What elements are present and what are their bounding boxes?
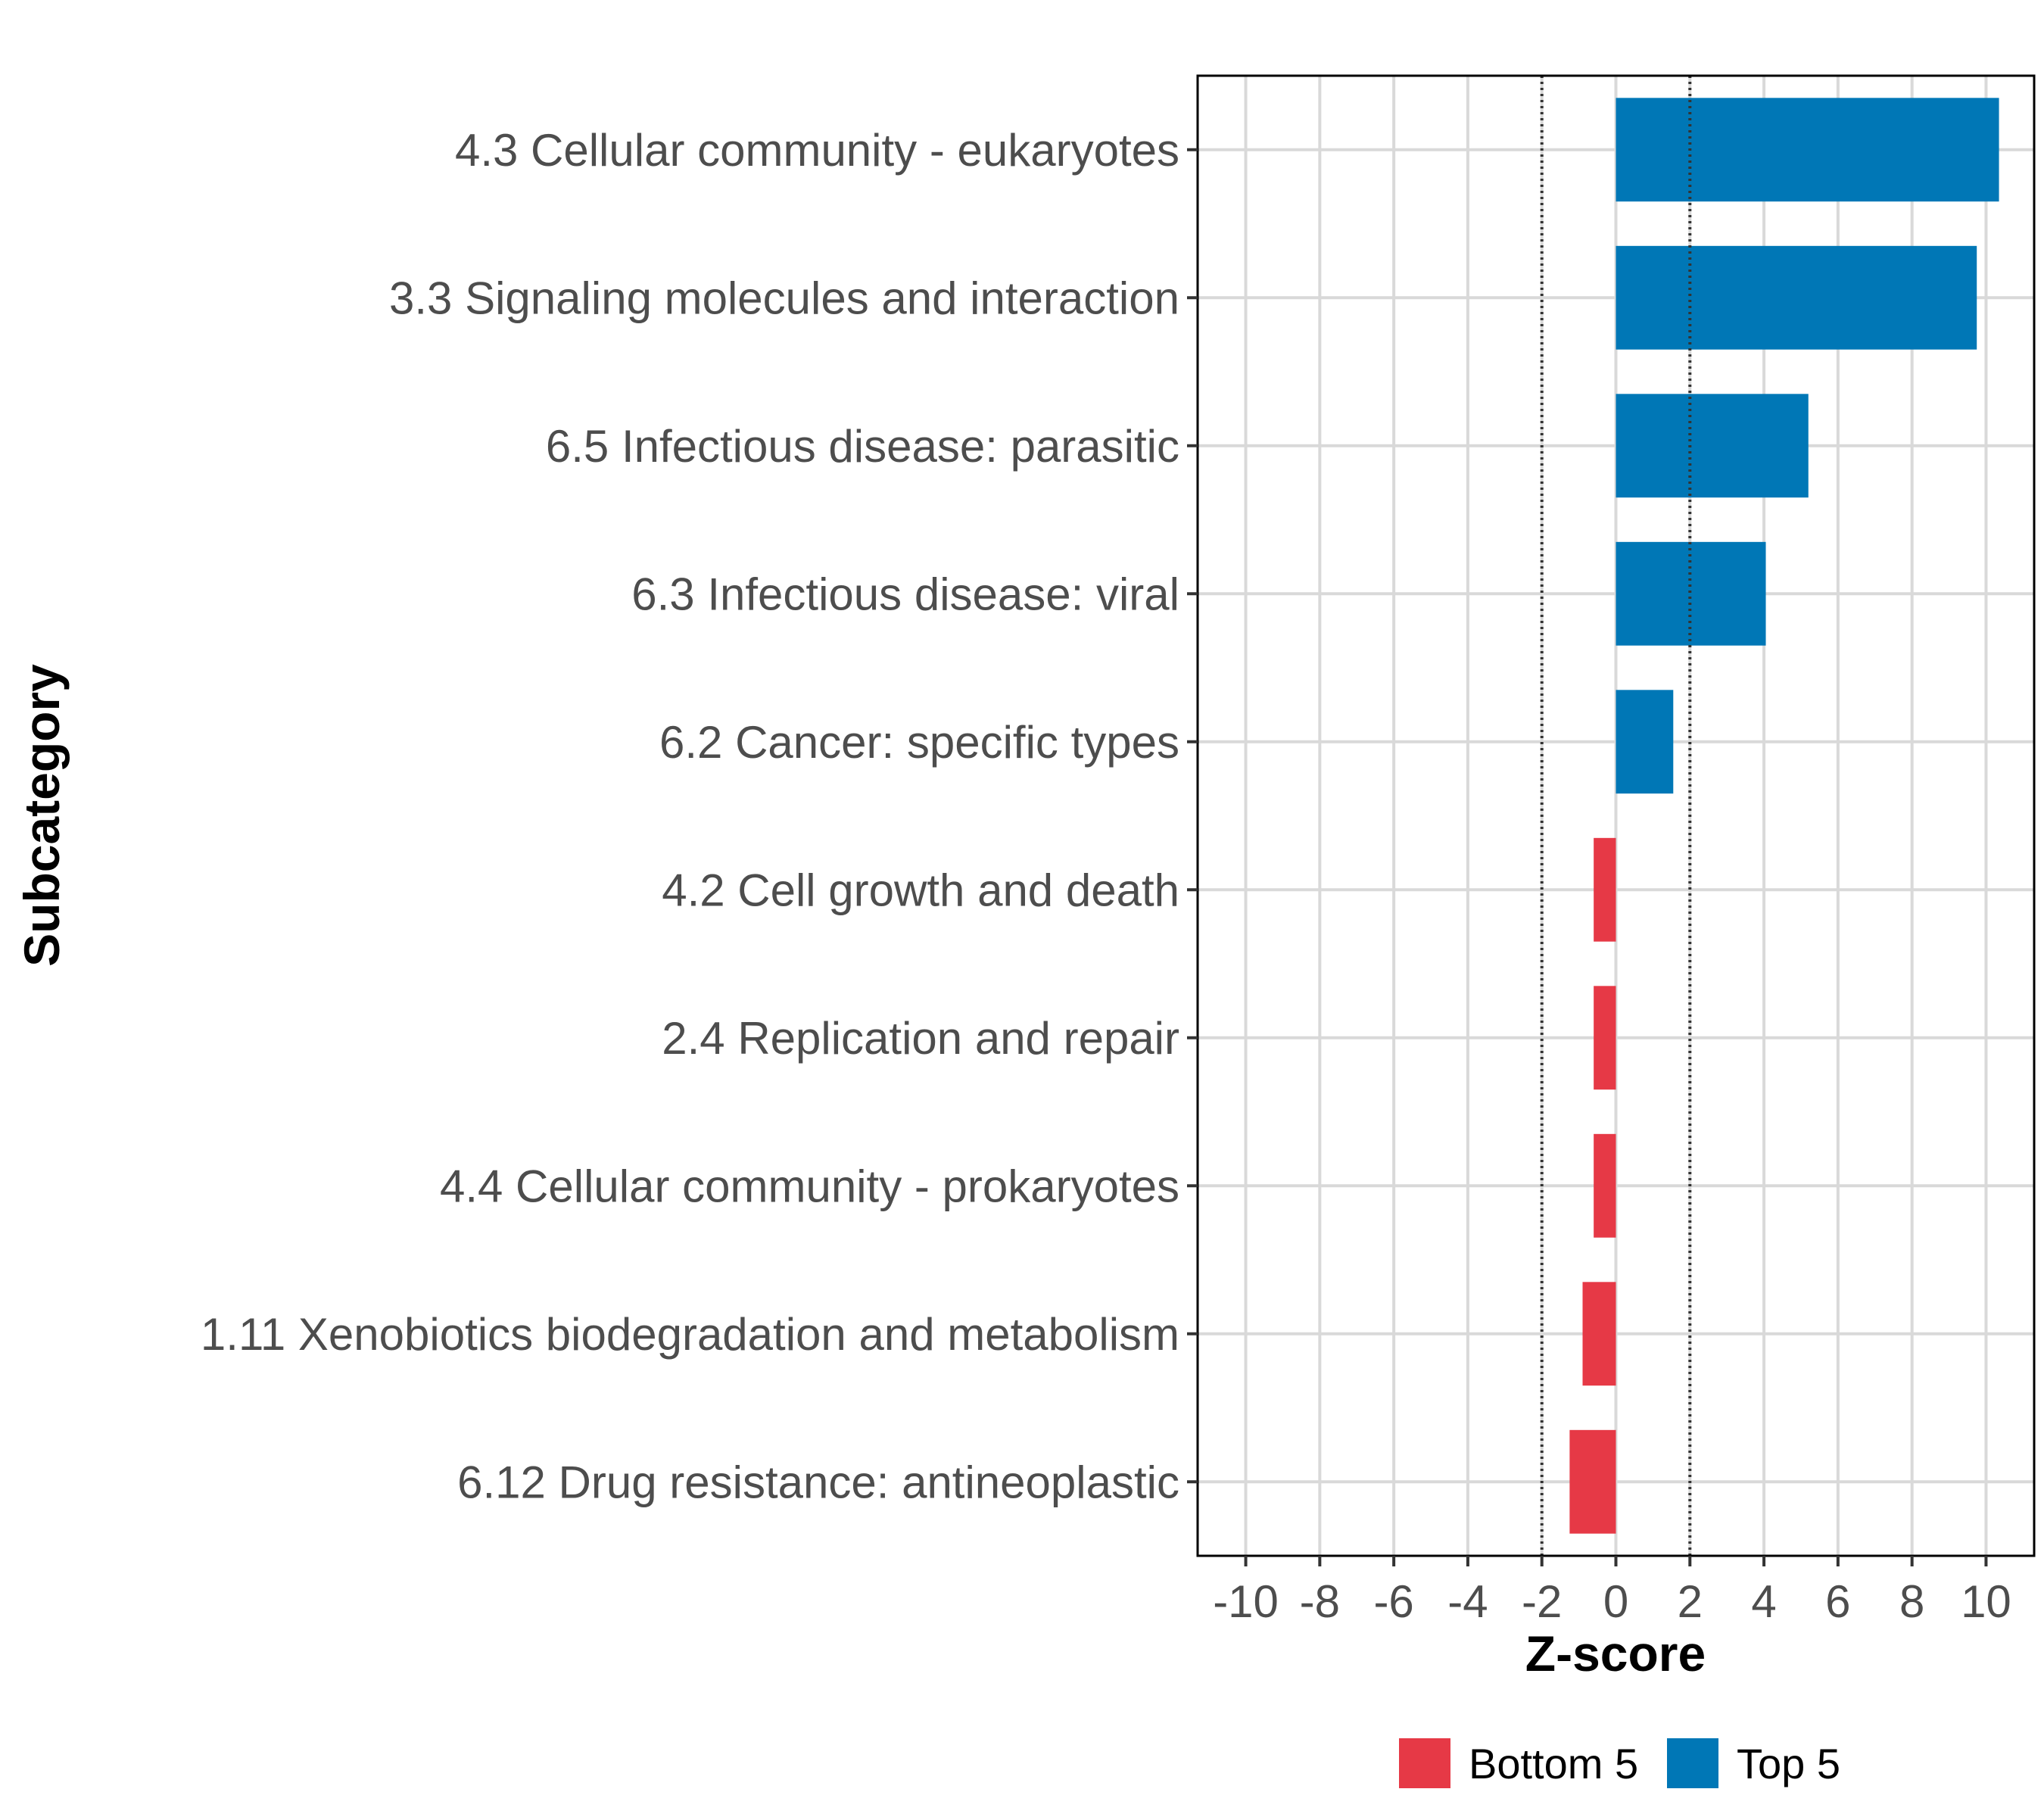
y-axis-title: Subcategory xyxy=(14,664,70,967)
y-tick-label: 6.2 Cancer: specific types xyxy=(659,717,1179,768)
bar xyxy=(1616,98,1999,202)
x-tick-label: -10 xyxy=(1213,1576,1279,1627)
y-tick-label: 1.11 Xenobiotics biodegradation and meta… xyxy=(201,1309,1179,1360)
legend-swatch xyxy=(1667,1738,1718,1788)
x-axis: -10 -8 -6 -4 -2 0 2 4 6 8 10 xyxy=(1213,1556,2011,1627)
x-tick-label: 10 xyxy=(1961,1576,2011,1627)
bar xyxy=(1616,541,1766,646)
y-tick-label: 2.4 Replication and repair xyxy=(662,1013,1179,1064)
y-tick-label: 4.3 Cellular community - eukaryotes xyxy=(455,125,1179,176)
x-tick-label: -4 xyxy=(1447,1576,1488,1627)
y-axis: 4.3 Cellular community - eukaryotes 3.3 S… xyxy=(201,125,1198,1507)
x-tick-label: -8 xyxy=(1300,1576,1340,1627)
x-tick-label: -6 xyxy=(1373,1576,1413,1627)
bar xyxy=(1616,245,1977,350)
x-axis-title: Z-score xyxy=(1525,1625,1706,1681)
bars xyxy=(1569,98,1999,1534)
bar xyxy=(1594,837,1616,942)
y-tick-label: 4.2 Cell growth and death xyxy=(662,865,1179,915)
bar xyxy=(1616,690,1674,794)
legend: Bottom 5 Top 5 xyxy=(1399,1738,1840,1788)
y-tick-label: 4.4 Cellular community - prokaryotes xyxy=(440,1161,1179,1211)
bar xyxy=(1582,1282,1616,1386)
x-tick-label: 0 xyxy=(1603,1576,1628,1627)
y-tick-label: 6.5 Infectious disease: parasitic xyxy=(546,421,1179,472)
x-tick-label: -2 xyxy=(1522,1576,1562,1627)
bar xyxy=(1594,986,1616,1090)
x-tick-label: 8 xyxy=(1899,1576,1924,1627)
x-tick-label: 4 xyxy=(1751,1576,1776,1627)
y-tick-label: 6.12 Drug resistance: antineoplastic xyxy=(457,1457,1179,1507)
y-tick-label: 3.3 Signaling molecules and interaction xyxy=(389,273,1179,323)
x-tick-label: 6 xyxy=(1825,1576,1850,1627)
bar xyxy=(1616,394,1809,498)
legend-label: Bottom 5 xyxy=(1469,1740,1638,1787)
bar xyxy=(1569,1429,1616,1534)
legend-swatch xyxy=(1399,1738,1450,1788)
bar xyxy=(1594,1133,1616,1238)
x-tick-label: 2 xyxy=(1678,1576,1703,1627)
reference-lines xyxy=(1540,76,1692,1556)
legend-label: Top 5 xyxy=(1737,1740,1840,1787)
y-tick-label: 6.3 Infectious disease: viral xyxy=(631,569,1179,619)
